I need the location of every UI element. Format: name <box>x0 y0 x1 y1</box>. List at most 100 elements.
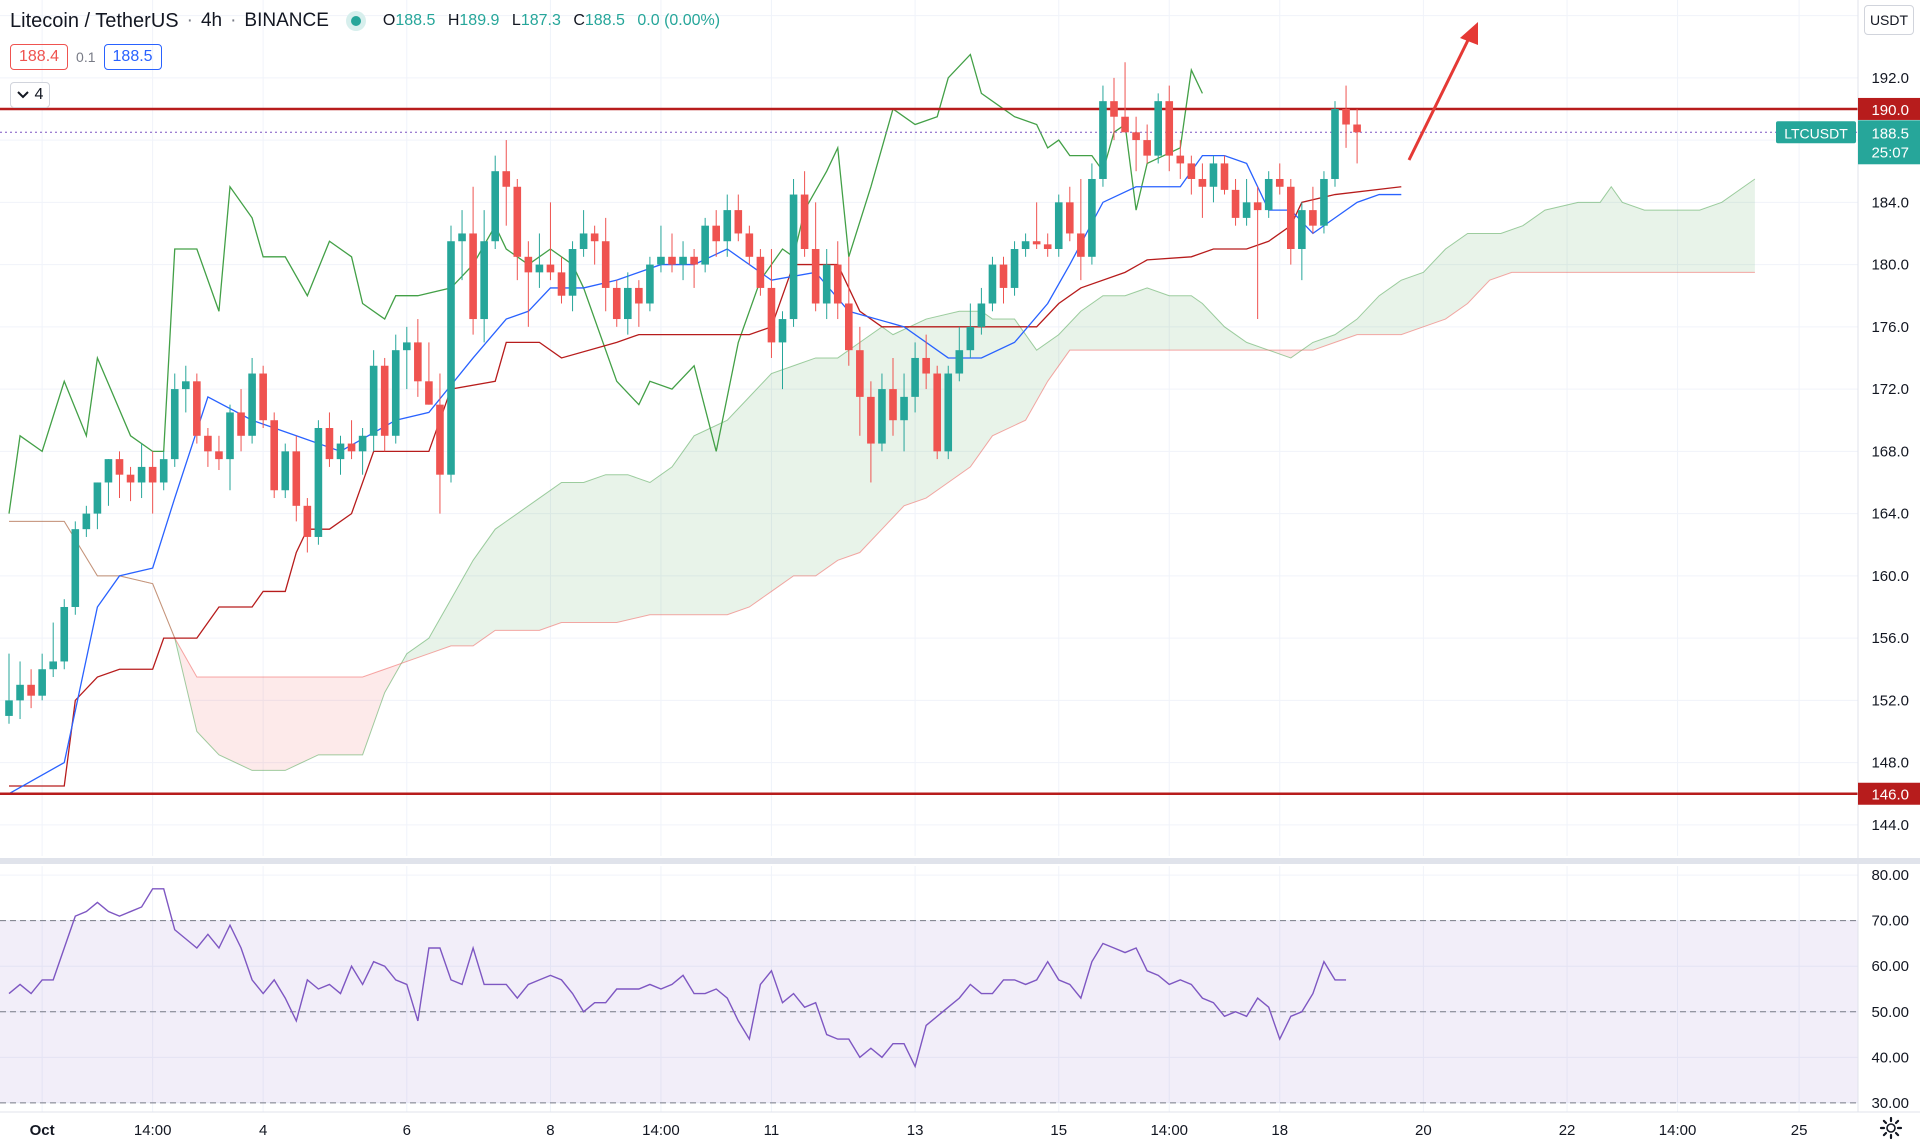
candle-body <box>248 373 256 436</box>
candle-body <box>723 210 732 242</box>
candle <box>358 428 367 475</box>
candle <box>590 225 599 265</box>
candle-body <box>27 684 35 696</box>
candle-body <box>966 326 975 351</box>
candle <box>756 249 765 296</box>
candle-body <box>734 210 743 234</box>
interval-label[interactable]: 4h <box>200 10 223 31</box>
candle-body <box>557 272 566 296</box>
candle <box>955 326 964 382</box>
candle <box>1264 171 1273 218</box>
candle <box>27 669 35 709</box>
candle <box>71 521 80 615</box>
symbol-tag <box>1776 121 1856 144</box>
candle-body <box>336 443 345 460</box>
candle <box>1143 124 1151 164</box>
candle <box>248 357 256 444</box>
candle-body <box>480 241 488 320</box>
last-price-badge <box>1858 120 1920 165</box>
level-price-badge <box>1858 782 1920 805</box>
candle <box>601 217 610 312</box>
indicators-collapse-button[interactable]: 4 <box>10 82 50 108</box>
candle-body <box>601 241 610 288</box>
candle-body <box>270 420 278 491</box>
candle-body <box>148 466 157 483</box>
candle-body <box>1253 202 1262 211</box>
candle-body <box>745 233 754 257</box>
candle-body <box>1132 132 1140 141</box>
candle <box>1320 171 1328 234</box>
horizontal-levels[interactable] <box>0 107 1858 795</box>
candle-body <box>657 256 665 265</box>
candle-body <box>347 443 356 452</box>
time-tick-label: 15 <box>1050 1122 1067 1139</box>
rsi-tick-label: 30.00 <box>1871 1095 1909 1112</box>
candle-body <box>889 389 897 421</box>
candle-body <box>822 264 831 304</box>
level-price-label: 190.0 <box>1871 102 1909 119</box>
cloud-bullish <box>1301 178 1755 351</box>
candle-body <box>1198 178 1207 187</box>
last-price-label: 188.5 <box>1871 125 1909 142</box>
candle <box>811 202 820 312</box>
market-status-icon[interactable] <box>350 16 361 26</box>
candle <box>1132 116 1140 172</box>
time-tick-label: 11 <box>764 1122 780 1139</box>
candle <box>988 256 997 312</box>
candle-body <box>933 373 941 452</box>
candle-body <box>646 264 654 304</box>
candle <box>193 373 201 444</box>
senkou-span-a <box>9 178 1756 771</box>
candle-body <box>325 428 334 460</box>
rsi-tick-label: 70.00 <box>1871 913 1909 930</box>
candle <box>336 435 345 475</box>
senkou-span-b <box>9 271 1755 678</box>
rsi-band-fill <box>0 920 1858 1103</box>
candle <box>314 420 323 545</box>
candle <box>1331 101 1339 187</box>
candle-body <box>800 194 809 250</box>
time-tick-label: 8 <box>546 1122 554 1139</box>
time-tick-label: 6 <box>403 1122 411 1139</box>
candle-body <box>999 264 1008 288</box>
candle-body <box>590 233 599 242</box>
candle <box>1298 202 1306 281</box>
trend-arrow[interactable] <box>1407 22 1478 161</box>
candle-body <box>756 256 765 288</box>
candle <box>668 233 676 273</box>
sell-price-button[interactable]: 188.4 <box>10 44 69 70</box>
candle-body <box>1264 178 1273 211</box>
candle-body <box>447 241 455 475</box>
candle-body <box>104 459 113 483</box>
candle-body <box>845 303 853 351</box>
candle-body <box>1099 101 1107 179</box>
candle <box>944 365 953 460</box>
grid-lines <box>0 0 1920 1112</box>
candle <box>646 256 654 312</box>
buy-price-button[interactable]: 188.5 <box>103 44 162 70</box>
candle <box>1121 62 1129 133</box>
price-tick-label: 144.0 <box>1871 817 1909 834</box>
price-tick-label: 160.0 <box>1871 568 1909 585</box>
candle-body <box>922 357 930 374</box>
candle <box>568 241 577 312</box>
candle <box>1010 241 1019 296</box>
candle-body <box>1309 210 1317 226</box>
candle-body <box>911 357 919 397</box>
candle <box>380 357 389 452</box>
currency-button[interactable]: USDT <box>1864 5 1914 35</box>
candle-body <box>1242 202 1251 218</box>
candle <box>1110 77 1118 141</box>
symbol-title[interactable]: Litecoin / TetherUS <box>10 9 179 32</box>
candle <box>447 225 455 483</box>
candle <box>557 256 566 304</box>
candle <box>137 443 146 499</box>
chikou-line <box>8 53 1203 514</box>
candle-body <box>568 249 577 296</box>
candle <box>38 653 46 701</box>
gear-icon[interactable] <box>1879 1116 1903 1140</box>
candle <box>104 459 113 506</box>
candle-body <box>679 256 687 265</box>
